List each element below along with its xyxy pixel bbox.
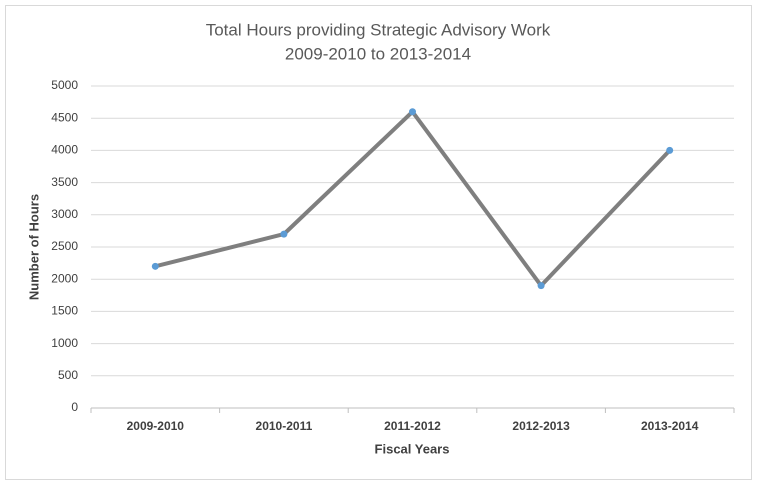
y-tick-label: 1500 (51, 304, 78, 318)
y-tick-label: 3000 (51, 207, 78, 221)
data-point (280, 230, 288, 238)
x-tick-label: 2013-2014 (641, 419, 699, 433)
x-tick-label: 2009-2010 (127, 419, 185, 433)
chart-subtitle: 2009-2010 to 2013-2014 (285, 44, 471, 63)
data-point (537, 282, 545, 290)
chart-title: Total Hours providing Strategic Advisory… (206, 20, 551, 39)
data-point (409, 108, 416, 116)
y-tick-label: 1000 (51, 336, 78, 350)
data-point (666, 146, 674, 154)
x-tick-label: 2011-2012 (384, 419, 441, 433)
y-tick-label: 500 (58, 368, 78, 382)
y-tick-label: 5000 (51, 78, 78, 92)
data-point (151, 262, 159, 270)
y-tick-label: 4000 (51, 143, 78, 157)
y-tick-label: 4500 (51, 110, 78, 124)
y-tick-label: 2000 (51, 271, 78, 285)
chart-frame (5, 5, 752, 480)
y-axis-title: Number of Hours (26, 194, 41, 300)
x-tick-label: 2010-2011 (256, 419, 313, 433)
x-axis-title: Fiscal Years (375, 441, 450, 456)
x-tick-label: 2012-2013 (512, 419, 570, 433)
y-tick-label: 3500 (51, 175, 78, 189)
y-tick-label: 2500 (51, 239, 78, 253)
y-tick-label: 0 (71, 400, 78, 414)
